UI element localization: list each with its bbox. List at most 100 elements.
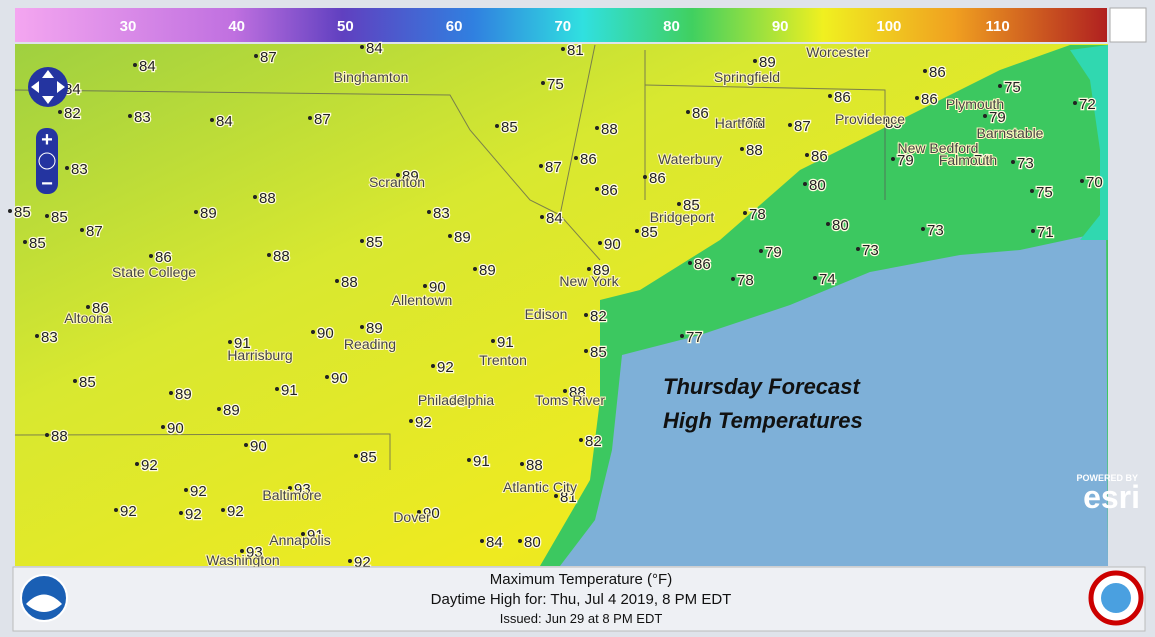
city-label: Dover: [393, 509, 431, 525]
borders: [14, 44, 886, 470]
temperature-label: 83: [134, 109, 151, 126]
station-dot: [149, 254, 153, 258]
station-dot: [253, 195, 257, 199]
overlay-title: Thursday Forecast: [663, 374, 862, 399]
temperature-label: 80: [524, 534, 541, 551]
station-dot: [520, 462, 524, 466]
temperature-label: 77: [686, 329, 703, 346]
station-dot: [409, 419, 413, 423]
station-dot: [856, 247, 860, 251]
ocean: [560, 215, 1108, 566]
temperature-label: 83: [41, 329, 58, 346]
temperature-label: 93: [294, 481, 311, 498]
station-dot: [879, 120, 883, 124]
temperature-label: 88: [569, 384, 586, 401]
station-dot: [1080, 179, 1084, 183]
temperature-label: 85: [683, 197, 700, 214]
station-dot: [828, 94, 832, 98]
temperature-label: 79: [897, 152, 914, 169]
temperature-label: 84: [486, 534, 503, 551]
temperature-label: 84: [546, 210, 563, 227]
station-dot: [998, 84, 1002, 88]
temperature-label: 85: [885, 115, 902, 132]
city-label: Baltimore: [262, 487, 321, 503]
temperature-label: 85: [360, 449, 377, 466]
city-label: New York: [559, 273, 619, 289]
station-dot: [311, 330, 315, 334]
temperature-label: 81: [567, 42, 584, 59]
station-dot: [244, 443, 248, 447]
station-dot: [431, 364, 435, 368]
temperature-label: 88: [259, 190, 276, 207]
temperature-label: 92: [141, 457, 158, 474]
station-dot: [540, 215, 544, 219]
city-label: Allentown: [392, 292, 453, 308]
station-dot: [584, 313, 588, 317]
station-dot: [133, 63, 137, 67]
temperature-label: 80: [809, 177, 826, 194]
cool-water: [1070, 45, 1108, 240]
station-dot: [35, 334, 39, 338]
temperature-label: 89: [593, 262, 610, 279]
temperature-label: 89: [479, 262, 496, 279]
temperature-label: 86: [92, 300, 109, 317]
color-scale: [15, 8, 1107, 42]
temperature-label: 90: [429, 279, 446, 296]
temperature-label: 85: [51, 209, 68, 226]
station-dot: [680, 334, 684, 338]
temperature-label: 85: [29, 235, 46, 252]
station-dot: [135, 462, 139, 466]
station-dot: [308, 116, 312, 120]
station-dot: [759, 249, 763, 253]
station-dot: [635, 229, 639, 233]
temperature-label: 89: [402, 168, 419, 185]
station-dot: [267, 253, 271, 257]
station-dot: [740, 147, 744, 151]
station-dot: [495, 124, 499, 128]
station-dot: [443, 398, 447, 402]
temperature-label: 88: [601, 121, 618, 138]
temperature-label: 93: [449, 393, 466, 410]
temperature-label: 91: [473, 453, 490, 470]
scale-label: 80: [663, 18, 680, 35]
station-dot: [184, 488, 188, 492]
city-label: Reading: [344, 336, 396, 352]
pan-control[interactable]: [28, 67, 68, 107]
temperature-label: 85: [501, 119, 518, 136]
temperature-label: 82: [64, 105, 81, 122]
scale-end: [1109, 7, 1147, 43]
nws-logo-inner: [1101, 583, 1131, 613]
temperature-label: 87: [314, 111, 331, 128]
station-dot: [360, 239, 364, 243]
station-dot: [561, 47, 565, 51]
temperature-label: 93: [246, 544, 263, 561]
temperature-label: 88: [526, 457, 543, 474]
temperature-label: 91: [307, 527, 324, 544]
station-dot: [595, 126, 599, 130]
station-dot: [221, 508, 225, 512]
temperature-label: 87: [260, 49, 277, 66]
station-dot: [301, 532, 305, 536]
temperature-label: 90: [250, 438, 267, 455]
city-label: Atlantic City: [503, 479, 577, 495]
zoom-control[interactable]: [36, 128, 58, 194]
temperature-label: 75: [1036, 184, 1053, 201]
temperature-label: 86: [692, 105, 709, 122]
temperature-label: 78: [737, 272, 754, 289]
temperature-label: 73: [1017, 155, 1034, 172]
station-dot: [805, 153, 809, 157]
station-dot: [396, 173, 400, 177]
city-label: Scranton: [369, 174, 425, 190]
powered-by: POWERED BY: [1076, 473, 1138, 483]
station-dot: [58, 110, 62, 114]
temperature-label: 89: [200, 205, 217, 222]
station-dot: [915, 96, 919, 100]
temperature-label: 91: [281, 382, 298, 399]
nav-control[interactable]: + −: [28, 67, 68, 195]
temperature-label: 74: [819, 271, 836, 288]
station-dot: [423, 284, 427, 288]
station-dot: [73, 379, 77, 383]
temperature-label: 82: [590, 308, 607, 325]
temperature-label: 92: [190, 483, 207, 500]
station-dot: [228, 340, 232, 344]
